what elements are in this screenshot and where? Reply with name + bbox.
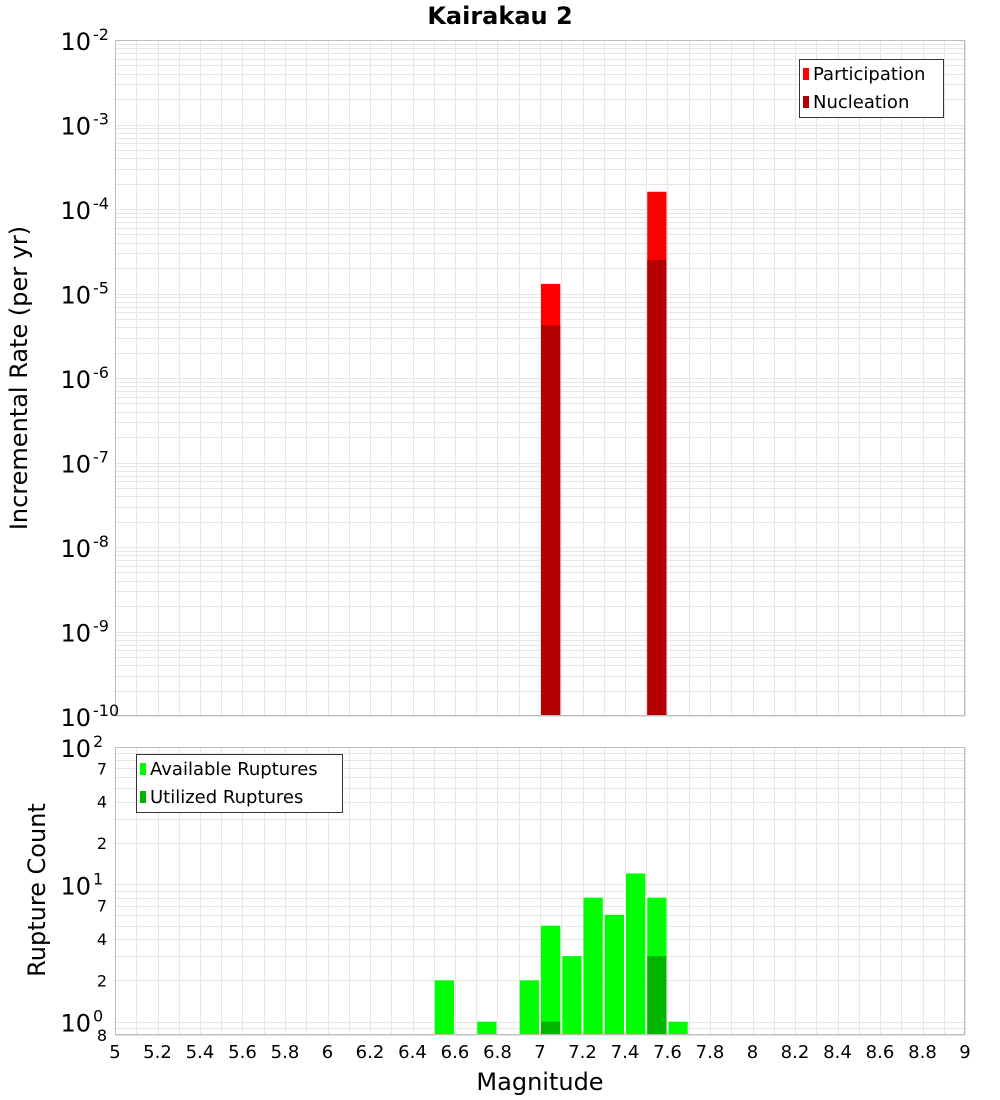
bottom-plot-border — [115, 747, 965, 1035]
bottom-legend-swatch — [140, 791, 146, 803]
top-legend-swatch — [803, 68, 809, 80]
x-tick-label: 8.2 — [781, 1042, 810, 1063]
top-series-nucleation — [541, 259, 667, 716]
utilized-ruptures-bar — [647, 956, 667, 1035]
y-tick-label-major: 10 — [60, 1010, 91, 1038]
y-tick-exponent: -7 — [93, 448, 109, 467]
nucleation-bar — [541, 325, 561, 716]
y-tick-label-major: 10 — [60, 451, 91, 479]
bottom-series-utilized-ruptures — [541, 956, 667, 1035]
x-tick-label: 5 — [109, 1042, 120, 1063]
chart-title: Kairakau 2 — [427, 2, 573, 30]
y-tick-label-minor: 8 — [97, 1026, 107, 1045]
x-tick-label: 6.8 — [483, 1042, 512, 1063]
y-tick-exponent: -4 — [93, 194, 109, 213]
x-tick-label: 5.4 — [186, 1042, 215, 1063]
x-tick-label: 5.6 — [228, 1042, 257, 1063]
y-tick-label-major: 10 — [60, 366, 91, 394]
y-tick-label-minor: 2 — [97, 971, 107, 990]
bottom-legend-box — [136, 754, 343, 813]
x-tick-label: 7.8 — [696, 1042, 725, 1063]
x-tick-label: 5.2 — [143, 1042, 172, 1063]
x-tick-label: 6.4 — [398, 1042, 427, 1063]
y-tick-label-major: 10 — [60, 735, 91, 763]
x-tick-label: 7.6 — [653, 1042, 682, 1063]
y-tick-exponent: 2 — [93, 732, 103, 751]
y-tick-label-major: 10 — [60, 197, 91, 225]
y-tick-exponent: -2 — [93, 25, 109, 44]
x-tick-label: 7.2 — [568, 1042, 597, 1063]
top-legend: Participation Nucleation — [799, 59, 944, 118]
top-legend-label: Participation — [813, 64, 925, 85]
bottom-legend-swatch — [140, 763, 146, 775]
x-tick-label: 8.6 — [866, 1042, 895, 1063]
y-tick-label-minor: 4 — [97, 930, 107, 949]
x-tick-label: 7.4 — [611, 1042, 640, 1063]
y-tick-label-minor: 7 — [97, 897, 107, 916]
top-grid — [115, 40, 966, 717]
available-ruptures-bar — [583, 897, 603, 1035]
y-tick-exponent: -3 — [93, 110, 109, 129]
y-tick-exponent: -8 — [93, 532, 109, 551]
y-tick-label-major: 10 — [60, 113, 91, 141]
available-ruptures-bar — [541, 925, 561, 1035]
y-tick-label-major: 10 — [60, 535, 91, 563]
x-axis-label: Magnitude — [476, 1068, 604, 1096]
utilized-ruptures-bar — [541, 1021, 561, 1035]
y-tick-label-major: 10 — [60, 28, 91, 56]
x-tick-label: 5.8 — [271, 1042, 300, 1063]
x-tick-label: 6.2 — [356, 1042, 385, 1063]
x-tick-label: 6 — [322, 1042, 333, 1063]
bottom-legend: Available Ruptures Utilized Ruptures — [136, 754, 343, 813]
available-ruptures-bar — [604, 914, 624, 1035]
nucleation-bar — [647, 259, 667, 716]
y-tick-exponent: -10 — [93, 701, 119, 720]
bottom-legend-label: Utilized Ruptures — [150, 787, 303, 808]
bottom-grid — [115, 747, 966, 1036]
available-ruptures-bar — [434, 980, 454, 1035]
available-ruptures-bar — [626, 873, 646, 1035]
y-tick-label-major: 10 — [60, 282, 91, 310]
x-tick-label: 6.6 — [441, 1042, 470, 1063]
available-ruptures-bar — [477, 1021, 497, 1035]
x-tick-label: 8.8 — [908, 1042, 937, 1063]
top-legend-box — [799, 59, 944, 118]
y-tick-label-major: 10 — [60, 872, 91, 900]
y-tick-label-major: 10 — [60, 620, 91, 648]
top-legend-label: Nucleation — [813, 92, 909, 113]
y-tick-exponent: -6 — [93, 363, 109, 382]
y-tick-label-minor: 7 — [97, 759, 107, 778]
y-tick-label-minor: 4 — [97, 793, 107, 812]
y-tick-label-major: 10 — [60, 704, 91, 732]
available-ruptures-bar — [562, 956, 582, 1035]
bottom-legend-label: Available Ruptures — [150, 759, 318, 780]
available-ruptures-bar — [668, 1021, 688, 1035]
y-tick-exponent: 1 — [93, 869, 103, 888]
x-tick-label: 9 — [959, 1042, 970, 1063]
top-y-tick-labels: 10-210-310-410-510-610-710-810-910-10 — [60, 25, 119, 732]
y-tick-label-minor: 2 — [97, 834, 107, 853]
y-tick-exponent: 0 — [93, 1007, 103, 1026]
top-plot-border — [115, 40, 965, 716]
x-tick-label: 8 — [747, 1042, 758, 1063]
x-tick-label: 8.4 — [823, 1042, 852, 1063]
x-tick-labels: 5 5.2 5.4 5.6 5.8 6 6.2 6.4 6.6 6.8 7 7.2 7.4 7.6 7.8 8… — [109, 1042, 970, 1063]
x-tick-label: 7 — [534, 1042, 545, 1063]
y-tick-exponent: -9 — [93, 617, 109, 636]
available-ruptures-bar — [519, 980, 539, 1035]
top-legend-swatch — [803, 96, 809, 108]
y-tick-exponent: -5 — [93, 279, 109, 298]
